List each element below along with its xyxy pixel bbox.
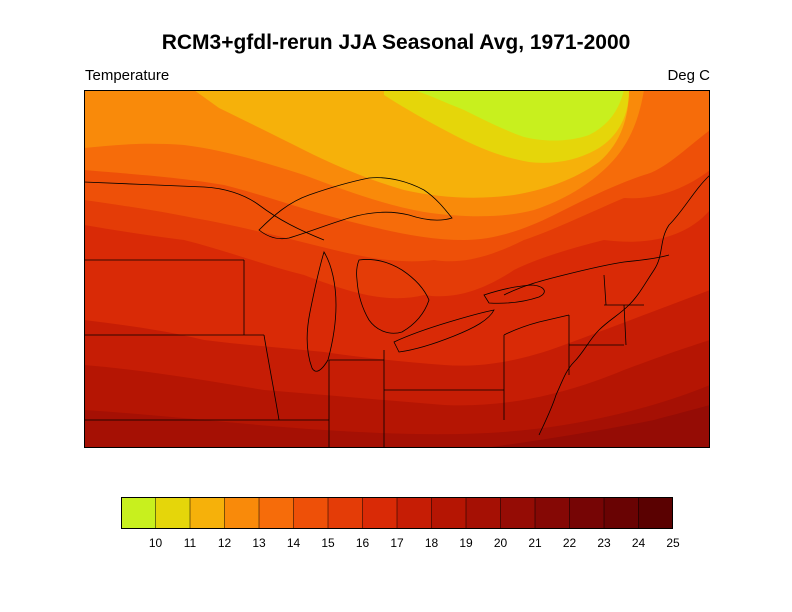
colorbar-tick-label: 14	[286, 536, 301, 550]
colorbar-box	[396, 497, 433, 529]
temperature-field	[84, 90, 710, 448]
colorbar-tick-label: 13	[252, 536, 266, 550]
map-frame	[84, 90, 710, 448]
colorbar-box	[224, 497, 260, 529]
temperature-map	[84, 90, 710, 448]
colorbar-tick-label: 11	[183, 536, 197, 550]
colorbar-box	[465, 497, 502, 529]
colorbar-box	[293, 497, 329, 529]
colorbar-box	[569, 497, 605, 529]
lake-erie	[393, 309, 495, 353]
colorbar-box	[327, 497, 364, 529]
colorbar-tick-label: 23	[597, 536, 611, 550]
colorbar-tick-label: 24	[631, 536, 646, 550]
colorbar-box	[189, 497, 226, 529]
colorbar-frame	[121, 497, 673, 529]
field-band-21	[484, 405, 710, 448]
colorbar-tick-label: 25	[666, 536, 680, 550]
colorbar-box	[638, 497, 673, 529]
field-band-20	[84, 385, 710, 448]
map-outlines	[84, 174, 710, 448]
colorbar-tick-label: 21	[528, 536, 542, 550]
colorbar-tick-label: 20	[493, 536, 508, 550]
colorbar-box	[534, 497, 571, 529]
colorbar-tick-label: 19	[459, 536, 473, 550]
field-band-10	[414, 90, 624, 141]
plot-title: RCM3+gfdl-rerun JJA Seasonal Avg, 1971-2…	[161, 31, 631, 54]
colorbar-tick-label: 16	[355, 536, 370, 550]
colorbar-box	[258, 497, 295, 529]
units-label: Deg C	[667, 67, 710, 84]
colorbar-tick-label: 10	[148, 536, 163, 550]
coastline-atlantic	[538, 174, 710, 436]
lake-ontario	[483, 284, 545, 304]
colorbar-box	[155, 497, 191, 529]
colorbar-box	[500, 497, 536, 529]
colorbar-tick-label: 15	[321, 536, 335, 550]
colorbar-tick-label: 18	[424, 536, 439, 550]
colorbar-box	[362, 497, 398, 529]
lake-huron	[356, 259, 430, 334]
colorbar-box	[431, 497, 467, 529]
variable-label: Temperature	[85, 67, 170, 84]
colorbar-tick-label: 17	[390, 536, 404, 550]
border-us-canada	[84, 181, 670, 296]
state-borders	[84, 259, 644, 448]
field-band-19	[84, 340, 710, 448]
colorbar-tick-label: 22	[562, 536, 577, 550]
lake-michigan	[306, 251, 337, 372]
colorbar-tick-label: 12	[217, 536, 232, 550]
colorbar-tick-labels: 10 11 12 13 14 15 16 17 18 19 20 21 22 23 24 25	[121, 536, 680, 556]
colorbar-box	[121, 497, 157, 529]
colorbar-box	[603, 497, 640, 529]
colorbar	[121, 497, 673, 529]
